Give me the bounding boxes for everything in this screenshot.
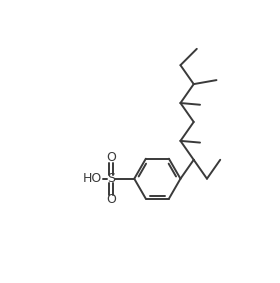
Text: O: O: [106, 151, 116, 164]
Text: HO: HO: [83, 172, 102, 185]
Text: O: O: [106, 193, 116, 206]
Text: S: S: [107, 172, 115, 185]
